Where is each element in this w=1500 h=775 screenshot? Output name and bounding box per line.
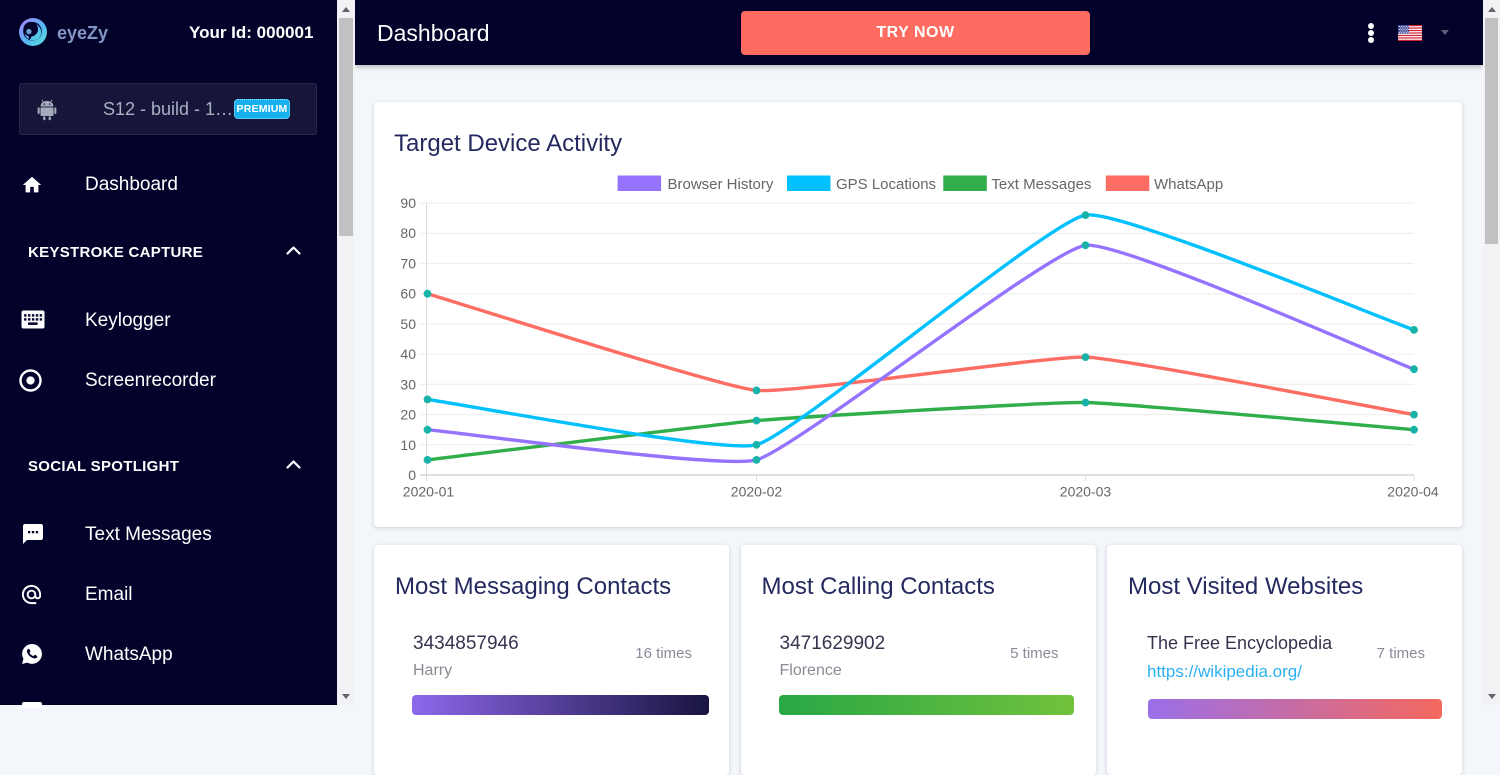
svg-text:2020-03: 2020-03 xyxy=(1060,484,1112,500)
svg-text:2020-04: 2020-04 xyxy=(1387,484,1439,500)
svg-text:2020-02: 2020-02 xyxy=(731,484,783,500)
svg-text:50: 50 xyxy=(400,316,416,332)
svg-text:60: 60 xyxy=(400,286,416,302)
svg-text:GPS Locations: GPS Locations xyxy=(836,176,936,193)
svg-text:30: 30 xyxy=(400,376,416,392)
svg-text:WhatsApp: WhatsApp xyxy=(1154,176,1223,193)
svg-text:40: 40 xyxy=(400,346,416,362)
svg-text:70: 70 xyxy=(400,255,416,271)
svg-text:10: 10 xyxy=(400,437,416,453)
svg-text:20: 20 xyxy=(400,407,416,423)
svg-text:Text Messages: Text Messages xyxy=(991,176,1091,193)
svg-text:90: 90 xyxy=(400,195,416,211)
svg-text:80: 80 xyxy=(400,225,416,241)
svg-text:2020-01: 2020-01 xyxy=(403,484,455,500)
svg-text:Browser History: Browser History xyxy=(668,176,774,193)
svg-text:0: 0 xyxy=(408,467,416,483)
